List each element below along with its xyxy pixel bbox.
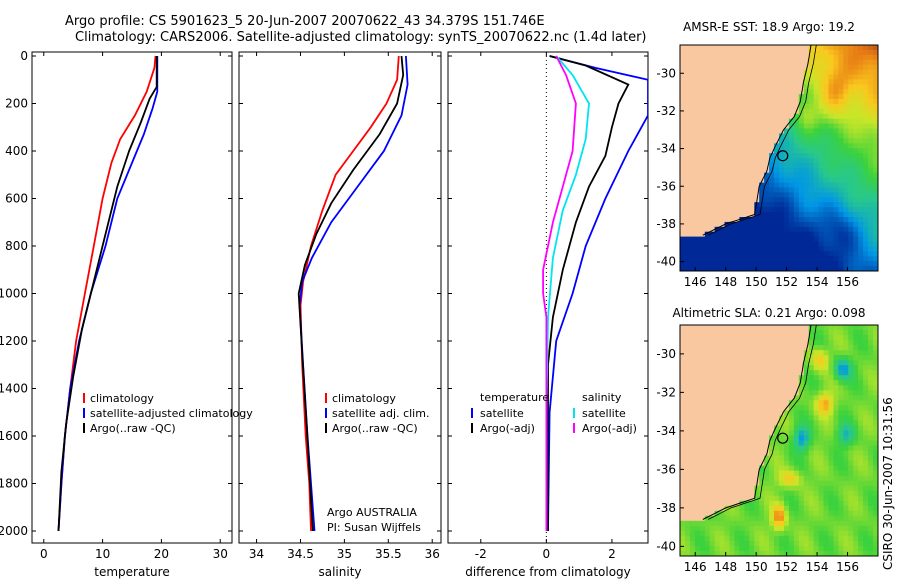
x-tick-label: 2 xyxy=(608,547,616,561)
x-axis-label: difference from climatology xyxy=(465,565,631,579)
map-title: AMSR-E SST: 18.9 Argo: 19.2 xyxy=(683,20,855,34)
x-tick-label: 154 xyxy=(806,275,829,289)
series-line xyxy=(547,55,648,532)
x-tick-label: 20 xyxy=(154,547,169,561)
x-tick-label: 34 xyxy=(249,547,264,561)
x-tick-label: 0 xyxy=(543,547,551,561)
x-tick-label: 30 xyxy=(213,547,228,561)
legend-heading: temperature xyxy=(480,391,549,404)
annotation: PI: Susan Wijffels xyxy=(327,521,421,534)
x-tick-label: 152 xyxy=(775,560,798,574)
coastline xyxy=(702,324,812,520)
panel-frame xyxy=(238,51,442,544)
legend-label: Argo(..raw -QC) xyxy=(90,422,176,435)
panel-frame xyxy=(31,51,233,544)
series-line xyxy=(298,55,409,532)
figure-title-line1: Argo profile: CS 5901623_5 20-Jun-2007 2… xyxy=(65,14,545,29)
x-tick-label: 35 xyxy=(337,547,352,561)
y-tick-label: -34 xyxy=(656,142,676,156)
series-line xyxy=(545,55,590,531)
x-tick-label: 34.5 xyxy=(287,547,314,561)
y-tick-label: 600 xyxy=(5,192,28,206)
legend-label: satellite adj. clim. xyxy=(332,407,429,420)
y-tick-label: 0 xyxy=(20,49,28,63)
y-tick-label: 1000 xyxy=(0,287,28,301)
map-frame xyxy=(679,324,879,557)
legend-label: Argo(..raw -QC) xyxy=(332,422,418,435)
legend-label: Argo(-adj) xyxy=(480,422,535,435)
argo-position-marker xyxy=(777,150,789,162)
x-tick-label: 148 xyxy=(714,275,737,289)
figure-title-line2: Climatology: CARS2006. Satellite-adjuste… xyxy=(75,30,647,45)
y-tick-label: 200 xyxy=(5,97,28,111)
y-tick-label: 400 xyxy=(5,144,28,158)
y-tick-label: -38 xyxy=(656,501,676,515)
x-tick-label: 154 xyxy=(806,560,829,574)
y-tick-label: -30 xyxy=(656,66,676,80)
series-line xyxy=(547,55,630,531)
series-line xyxy=(57,56,159,532)
x-tick-label: 35.5 xyxy=(375,547,402,561)
ocean-field xyxy=(680,325,879,557)
y-tick-label: 800 xyxy=(5,239,28,253)
sla-map-panel: Altimetric SLA: 0.21 Argo: 0.098 146 148 15… xyxy=(656,306,879,574)
y-tick-label: -30 xyxy=(656,347,676,361)
x-tick-label: 150 xyxy=(745,275,768,289)
temperature-panel: 0 10 20 30 temperature 0 200 400 600 800 1000 1200 1… xyxy=(0,49,253,579)
sst-map-panel: AMSR-E SST: 18.9 Argo: 19.2 146 148 150 152 1… xyxy=(656,20,879,289)
legend-label: satellite-adjusted climatology xyxy=(90,407,253,420)
legend-label: satellite xyxy=(582,407,626,420)
x-tick-label: 10 xyxy=(95,547,110,561)
legend-label: Argo(-adj) xyxy=(582,422,637,435)
y-tick-label: -32 xyxy=(656,385,676,399)
y-tick-label: 2000 xyxy=(0,524,28,538)
y-tick-label: -34 xyxy=(656,424,676,438)
x-axis-label: salinity xyxy=(318,565,361,579)
salinity-panel: 34 34.5 35 35.5 36 salinity climatology satelli… xyxy=(238,51,442,579)
panel-frame xyxy=(447,51,649,544)
annotation: Argo AUSTRALIA xyxy=(327,506,417,519)
map-title: Altimetric SLA: 0.21 Argo: 0.098 xyxy=(672,306,865,320)
difference-panel: -2 0 2 difference from climatology temperatu… xyxy=(447,51,649,579)
y-tick-label: 1200 xyxy=(0,334,28,348)
x-tick-label: 148 xyxy=(714,560,737,574)
y-tick-label: -32 xyxy=(656,104,676,118)
y-tick-label: -36 xyxy=(656,462,676,476)
y-tick-label: -38 xyxy=(656,217,676,231)
series-line xyxy=(299,55,400,532)
x-tick-label: 146 xyxy=(684,560,707,574)
ocean-field xyxy=(680,45,879,272)
x-tick-label: 36 xyxy=(425,547,440,561)
x-axis-label: temperature xyxy=(94,565,169,579)
side-stamp: CSIRO 30-Jun-2007 10:31:56 xyxy=(881,397,895,570)
x-tick-label: 156 xyxy=(836,560,859,574)
legend-label: satellite xyxy=(480,407,524,420)
coastline xyxy=(702,44,812,236)
series-line xyxy=(297,55,405,532)
y-tick-label: 1800 xyxy=(0,477,28,491)
series-line xyxy=(57,56,158,532)
shelf-contour xyxy=(708,324,817,520)
legend-label: climatology xyxy=(90,392,154,405)
y-tick-label: -36 xyxy=(656,179,676,193)
y-tick-label: 1400 xyxy=(0,382,28,396)
x-tick-label: 146 xyxy=(684,275,707,289)
y-tick-label: -40 xyxy=(656,255,676,269)
shelf-contour xyxy=(708,44,817,236)
x-tick-label: 0 xyxy=(40,547,48,561)
argo-position-marker xyxy=(777,432,789,444)
x-tick-label: -2 xyxy=(475,547,487,561)
x-tick-label: 150 xyxy=(745,560,768,574)
map-frame xyxy=(679,44,879,272)
legend-heading: salinity xyxy=(582,391,622,404)
x-tick-label: 156 xyxy=(836,275,859,289)
y-tick-label: -40 xyxy=(656,539,676,553)
series-line xyxy=(57,55,157,532)
x-tick-label: 152 xyxy=(775,275,798,289)
series-line xyxy=(542,55,577,531)
legend-label: climatology xyxy=(332,392,396,405)
y-tick-label: 1600 xyxy=(0,429,28,443)
